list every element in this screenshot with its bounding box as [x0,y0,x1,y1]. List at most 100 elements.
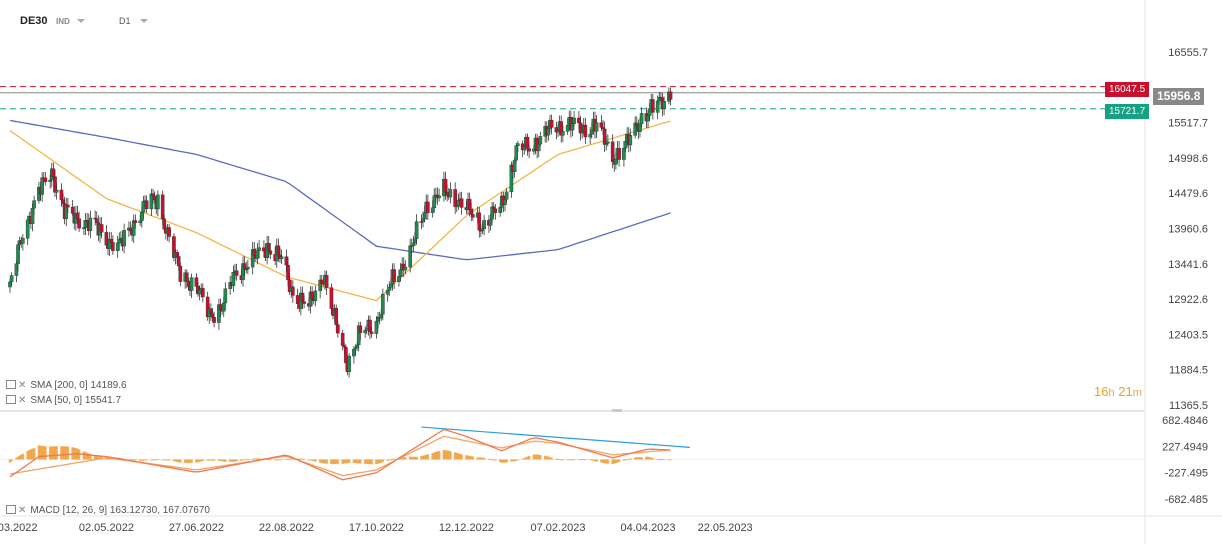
macd-histogram-bar [162,459,166,461]
countdown-hours: 16 [1094,384,1109,399]
macd-histogram-bar [145,459,148,461]
candle-body [459,198,464,208]
candle-body [252,249,257,256]
candle-body [133,220,138,223]
macd-histogram-bar [527,455,531,460]
macd-histogram-bar [408,456,412,460]
candle-body [152,195,157,201]
macd-histogram-bar [577,459,581,461]
y-tick-label: 16555.7 [1168,47,1208,59]
close-icon[interactable]: ✕ [18,395,27,406]
macd-histogram-bar [230,459,234,462]
macd-histogram-bar [616,459,619,463]
macd-histogram-bar [52,446,55,460]
candle-body [403,266,408,271]
chevron-down-icon[interactable] [77,19,85,23]
candle-body [61,199,65,204]
macd-histogram-bar [232,459,235,462]
macd-histogram-bar [297,458,301,460]
candle-body [516,143,520,146]
macd-histogram-bar [164,459,168,461]
candle-body [178,265,183,282]
macd-histogram-bar [498,459,502,462]
candle-body [477,212,482,231]
macd-histogram-bar [645,456,648,460]
candle-body [94,218,99,223]
candle-body [54,189,59,193]
macd-histogram-bar [233,459,237,462]
macd-histogram-bar [633,457,637,460]
macd-histogram-bar [559,459,563,461]
macd-histogram-bar [278,459,282,461]
macd-histogram-bar [354,459,357,463]
countdown-minutes-unit: m [1132,387,1142,399]
candle-body [549,120,554,128]
candle-body [342,345,347,348]
y-tick-label: 14998.6 [1168,153,1208,165]
macd-histogram-bar [154,459,158,461]
macd-histogram-bar [662,459,666,460]
x-tick-label: 12.12.2022 [439,522,494,534]
macd-histogram-bar [97,456,100,460]
macd-histogram-bar [183,459,187,463]
candle-body [266,243,271,251]
candle-body [374,320,379,334]
macd-histogram-bar [252,458,256,460]
macd-histogram-bar [228,459,232,462]
candle-body [381,294,385,315]
macd-histogram-bar [604,459,608,464]
candle-body [8,281,12,288]
macd-histogram-bar [521,458,524,460]
candle-body [588,134,592,138]
macd-histogram-bar [420,456,423,460]
candle-body [109,238,114,243]
candle-body [432,195,437,209]
macd-histogram-bar [661,459,664,461]
chevron-down-icon[interactable] [140,19,148,23]
macd-histogram-bar [550,457,553,460]
macd-histogram-bar [627,458,631,460]
macd-histogram-bar [312,459,316,462]
close-icon[interactable]: ✕ [18,505,27,516]
macd-histogram-bar [561,459,565,461]
macd-histogram-bar [537,454,541,460]
macd-histogram-bar [31,448,34,460]
candle-body [9,275,14,283]
macd-histogram-bar [582,459,586,461]
macd-histogram-bar [127,459,131,461]
candle-body [141,201,146,213]
settings-icon[interactable] [6,395,16,404]
settings-icon[interactable] [6,380,16,389]
macd-histogram-bar [217,459,221,461]
macd-legend[interactable]: ✕ MACD [12, 26, 9] 163.12730, 167.07670 [6,505,210,516]
macd-histogram-bar [471,456,475,460]
candle-body [194,277,199,287]
candle-body [25,219,30,239]
x-tick-label: 07.02.2023 [530,522,585,534]
sma50-legend[interactable]: ✕ SMA [50, 0] 15541.7 [6,395,121,406]
macd-histogram-bar [514,459,518,461]
candle-body [453,189,457,207]
macd-histogram-bar [444,450,447,460]
macd-histogram-bar [622,459,626,461]
candle-body [221,302,226,312]
candle-body [201,287,205,298]
symbol-label[interactable]: DE30 [20,15,48,27]
settings-icon[interactable] [6,505,16,514]
macd-histogram-bar [336,459,340,464]
macd-histogram-bar [235,459,238,462]
sma200-legend[interactable]: ✕ SMA [200, 0] 14189.6 [6,380,127,391]
candle-body [117,239,122,244]
candle-body [445,191,449,196]
macd-histogram-bar [89,454,92,460]
macd-histogram-bar [657,459,661,460]
sma200-legend-text: SMA [200, 0] 14189.6 [30,380,127,391]
x-tick-label: 27.06.2022 [169,522,224,534]
chart-toolbar: DE30 IND D1 [0,0,1222,44]
timeframe-label[interactable]: D1 [119,16,131,26]
close-icon[interactable]: ✕ [18,380,27,391]
candle-body [623,141,628,149]
candle-body [491,206,496,209]
candle-body [43,177,48,183]
